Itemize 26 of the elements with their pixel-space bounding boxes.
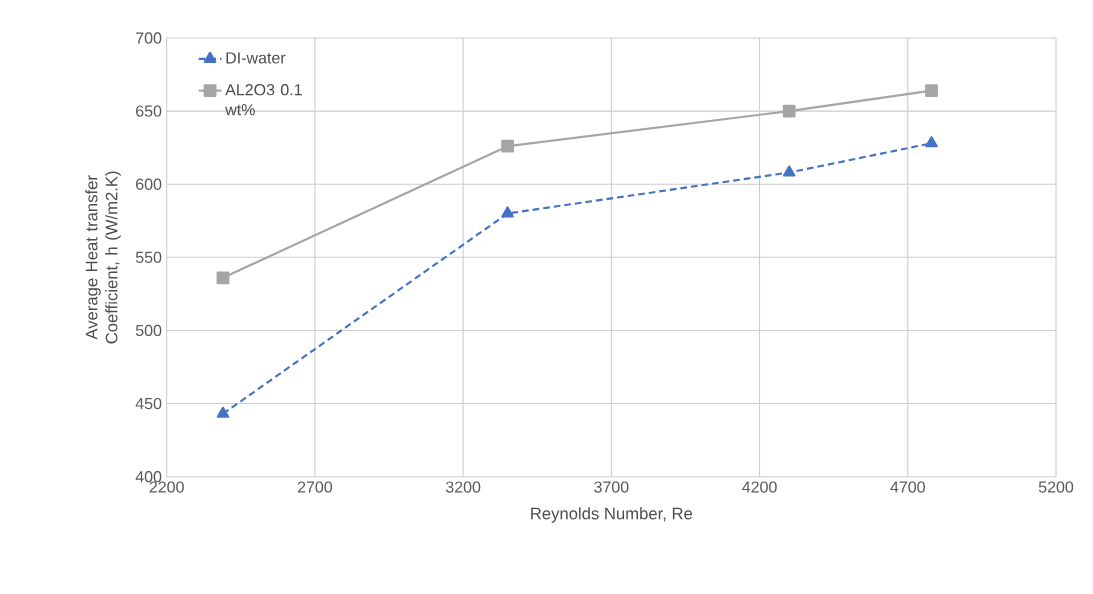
- point: [501, 206, 514, 218]
- point: [782, 165, 796, 177]
- y-tick-label: 500: [135, 324, 162, 337]
- legend-label: AL2O3 0.1 wt%: [225, 84, 302, 116]
- x-tick-label: 3700: [594, 481, 629, 493]
- point: [216, 271, 230, 285]
- point: [782, 104, 796, 118]
- y-tick-label: 600: [136, 178, 162, 190]
- x-tick-label: 4700: [890, 481, 925, 493]
- x-tick-label: 3200: [445, 481, 481, 493]
- x-tick-label: 2200: [149, 481, 184, 493]
- y-tick-label: 650: [136, 105, 162, 117]
- y-tick-label: 550: [135, 251, 162, 263]
- x-tick-label: 2700: [297, 481, 333, 493]
- legend-label: DI-water: [226, 52, 286, 64]
- point: [216, 406, 230, 418]
- point: [925, 136, 938, 148]
- x-axis-title: Reynolds Number, Re: [531, 507, 693, 523]
- y-tick-label: 450: [135, 397, 162, 410]
- x-tick-label: 5200: [1038, 481, 1074, 493]
- y-tick-label: 400: [135, 471, 162, 483]
- point: [925, 84, 938, 98]
- y-tick-label: 700: [136, 32, 162, 44]
- point: [501, 139, 514, 153]
- x-tick-label: 4200: [742, 481, 777, 493]
- y-axis-title: Average Heat transfer Coefficient, h (W/m2.K): [85, 171, 121, 344]
